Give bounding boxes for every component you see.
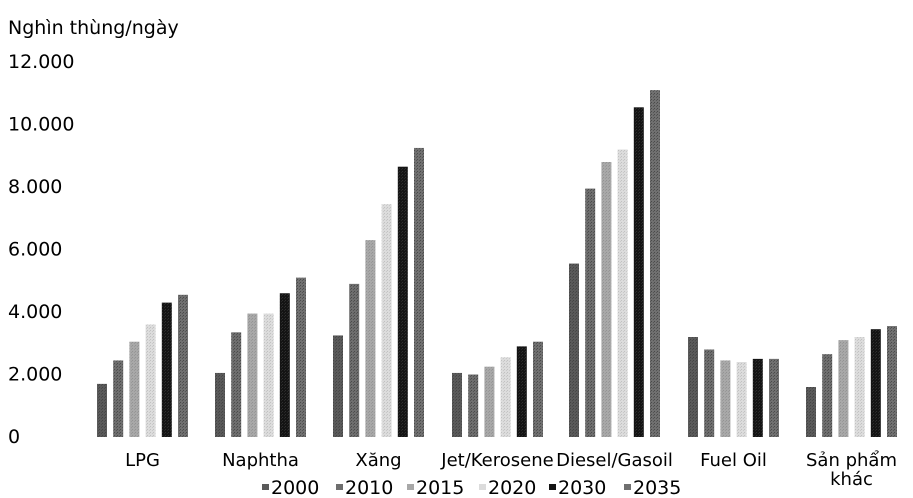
- legend-label-2020: 2020: [488, 477, 536, 498]
- category-label: LPG: [125, 450, 160, 471]
- y-tick-label: 10.000: [8, 114, 74, 136]
- bar-2015-0: [129, 342, 139, 437]
- category-label: khác: [830, 469, 873, 490]
- bar-2000-2: [333, 335, 343, 437]
- bar-2010-0: [113, 360, 123, 437]
- bar-2000-1: [215, 373, 225, 437]
- bar-2035-0: [178, 295, 188, 437]
- legend-swatch-2010: [336, 484, 343, 490]
- bar-2010-4: [585, 189, 595, 437]
- bar-2010-6: [822, 354, 832, 437]
- bar-2010-3: [468, 375, 478, 438]
- y-tick-label: 0: [8, 426, 20, 448]
- bar-2030-4: [634, 107, 644, 437]
- legend-swatch-2020: [479, 484, 486, 490]
- y-tick-label: 6.000: [8, 239, 62, 261]
- bar-2020-1: [264, 314, 274, 437]
- legend-label-2010: 2010: [345, 477, 393, 498]
- bars: [97, 90, 897, 437]
- bar-2035-3: [533, 342, 543, 437]
- bar-2035-1: [296, 278, 306, 437]
- bar-2010-1: [231, 332, 241, 437]
- bar-2020-0: [146, 325, 156, 438]
- y-tick-label: 12.000: [8, 51, 74, 73]
- bar-2030-5: [753, 359, 763, 437]
- bar-2000-5: [688, 337, 698, 437]
- legend-label-2030: 2030: [558, 477, 606, 498]
- category-label: Fuel Oil: [700, 450, 767, 471]
- bar-2015-4: [601, 162, 611, 437]
- bar-2020-6: [855, 337, 865, 437]
- bar-2030-6: [871, 329, 881, 437]
- bar-2000-6: [806, 387, 816, 437]
- bar-2010-5: [704, 350, 714, 438]
- bar-2035-5: [769, 359, 779, 437]
- y-tick-label: 8.000: [8, 176, 62, 198]
- y-tick-label: 2.000: [8, 364, 62, 386]
- legend: 2000 2010 2015 2020 2030 2035: [262, 477, 681, 498]
- bar-2020-4: [618, 150, 628, 438]
- y-axis-unit-label: Nghìn thùng/ngày: [8, 17, 179, 39]
- legend-swatch-2035: [624, 484, 631, 490]
- category-label: Xăng: [355, 450, 401, 471]
- y-axis-ticks: 0 2.000 4.000 6.000 8.000 10.000 12.000: [8, 51, 74, 448]
- bar-2000-4: [569, 264, 579, 437]
- bar-2000-0: [97, 384, 107, 437]
- bar-2030-3: [517, 346, 527, 437]
- category-label: Sản phẩm: [806, 450, 897, 471]
- bar-2020-5: [737, 362, 747, 437]
- legend-swatch-2015: [407, 484, 414, 490]
- bar-2020-2: [382, 204, 392, 437]
- legend-swatch-2030: [549, 484, 556, 490]
- bar-2010-2: [349, 284, 359, 437]
- legend-label-2015: 2015: [416, 477, 464, 498]
- legend-swatch-2000: [262, 484, 269, 490]
- bar-2015-1: [247, 314, 257, 437]
- bar-2015-2: [365, 240, 375, 437]
- bar-2035-4: [650, 90, 660, 437]
- bar-2030-1: [280, 293, 290, 437]
- bar-2030-0: [162, 303, 172, 437]
- legend-label-2000: 2000: [271, 477, 319, 498]
- category-label: Naphtha: [222, 450, 299, 471]
- bar-2015-3: [484, 367, 494, 437]
- bar-2030-2: [398, 167, 408, 437]
- category-label: Jet/Kerosene: [440, 450, 553, 471]
- y-tick-label: 4.000: [8, 301, 62, 323]
- legend-label-2035: 2035: [633, 477, 681, 498]
- category-label: Diesel/Gasoil: [556, 450, 673, 471]
- bar-2035-6: [887, 326, 897, 437]
- bar-2015-6: [838, 340, 848, 437]
- bar-2035-2: [414, 148, 424, 437]
- bar-2015-5: [720, 360, 730, 437]
- bar-2020-3: [501, 357, 511, 437]
- bar-2000-3: [452, 373, 462, 437]
